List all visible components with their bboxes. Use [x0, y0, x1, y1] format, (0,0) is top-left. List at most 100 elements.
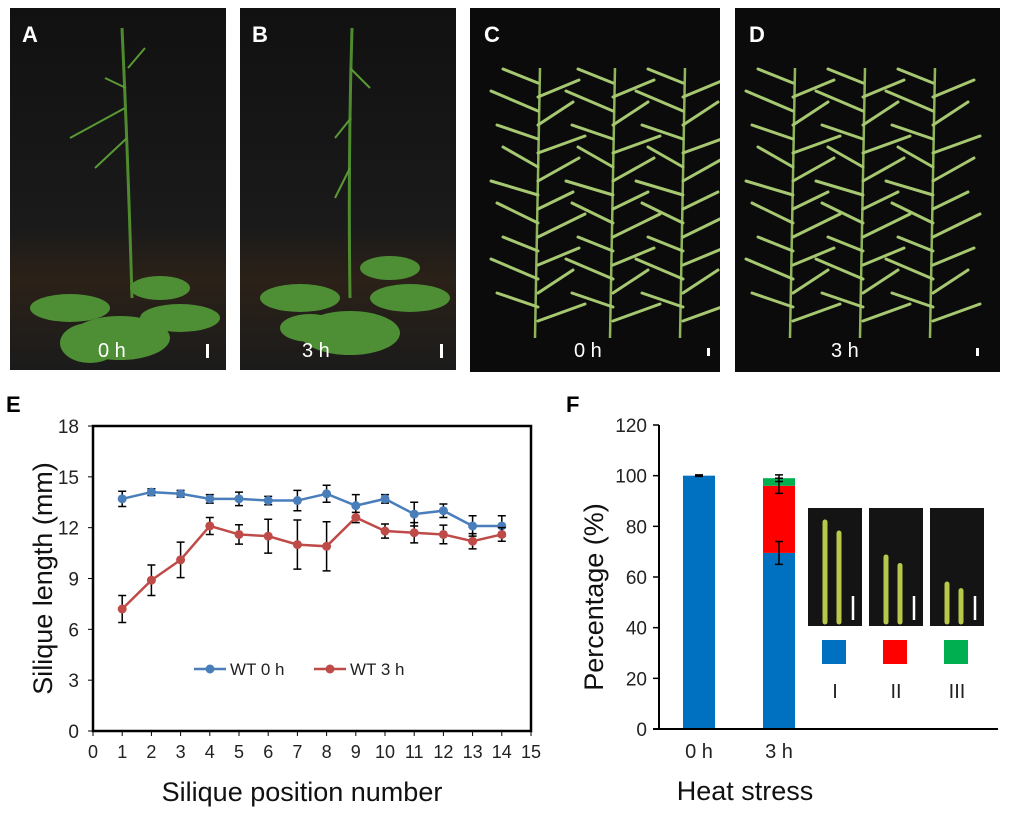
silique — [931, 100, 970, 127]
data-point — [351, 501, 361, 511]
silique — [791, 156, 836, 183]
silique — [890, 201, 935, 225]
silique — [681, 80, 720, 99]
photo-panel-a: A 0 h — [10, 8, 226, 370]
silique — [501, 145, 540, 169]
silique — [681, 306, 720, 323]
silique — [861, 78, 906, 99]
silique — [564, 89, 615, 113]
silique — [820, 123, 865, 141]
silique — [931, 268, 970, 295]
stem — [533, 67, 542, 339]
silique — [536, 100, 575, 127]
data-point — [263, 531, 273, 541]
silique — [634, 89, 685, 113]
inflorescence-illustration — [489, 67, 720, 339]
legend-label: WT 0 h — [230, 660, 284, 679]
silique — [611, 246, 656, 267]
panel-letter: A — [22, 22, 38, 47]
time-label: 3 h — [831, 340, 859, 362]
silique — [931, 134, 982, 155]
y-tick-label: 120 — [615, 416, 647, 437]
silique — [501, 67, 540, 85]
y-tick-label: 12 — [58, 519, 79, 540]
panel-letter: C — [484, 22, 500, 47]
x-tick-label: 0 h — [685, 741, 713, 763]
data-point — [205, 521, 215, 531]
silique — [536, 268, 575, 295]
silique — [861, 246, 906, 267]
silique — [681, 100, 720, 127]
silique — [890, 123, 935, 141]
silique — [791, 190, 830, 211]
data-point — [146, 487, 156, 497]
series-line-1 — [121, 516, 503, 610]
x-tick-label: 3 — [176, 742, 186, 762]
silique — [861, 302, 912, 323]
data-point — [292, 496, 302, 506]
silique — [744, 257, 795, 281]
data-point — [292, 540, 302, 550]
data-point — [380, 494, 390, 504]
silique — [570, 291, 615, 309]
error-bar — [695, 474, 703, 478]
silique — [750, 123, 795, 141]
silique — [884, 179, 935, 197]
silique — [536, 134, 587, 155]
x-tick-label: 1 — [117, 742, 127, 762]
silique — [861, 100, 900, 127]
y-tick-label: 20 — [626, 669, 647, 690]
silique — [896, 145, 935, 169]
silique — [791, 268, 830, 295]
silique — [884, 89, 935, 113]
scale-bar — [440, 344, 443, 358]
silique — [681, 190, 720, 211]
silique — [501, 235, 540, 253]
silique — [791, 100, 830, 127]
silique — [611, 134, 662, 155]
y-axis-label: Percentage (%) — [579, 503, 609, 691]
silique — [756, 67, 795, 85]
x-tick-label: 12 — [433, 742, 453, 762]
data-point — [234, 529, 244, 539]
x-axis-label: Heat stress — [677, 776, 814, 806]
x-tick-label: 11 — [405, 742, 424, 762]
silique — [791, 302, 842, 323]
scale-bar — [707, 348, 710, 356]
x-axis-label: Silique position number — [162, 777, 443, 807]
silique — [861, 212, 912, 239]
legend-label: II — [890, 681, 901, 703]
data-point — [176, 555, 186, 565]
silique — [896, 235, 935, 253]
legend-marker — [325, 664, 335, 674]
silique — [861, 190, 900, 211]
legend-label: III — [949, 681, 966, 703]
x-tick-label: 0 — [88, 742, 98, 762]
time-label: 3 h — [302, 340, 330, 362]
silique — [570, 201, 615, 225]
data-point — [117, 494, 127, 504]
silique — [495, 291, 540, 309]
silique — [646, 235, 685, 253]
silique — [890, 291, 935, 309]
silique — [896, 67, 935, 85]
legend-swatch — [822, 640, 846, 664]
error-bar — [775, 540, 783, 566]
y-tick-label: 80 — [626, 517, 647, 538]
panel-letter: B — [252, 22, 268, 47]
plant-illustration — [260, 27, 450, 355]
silique — [564, 179, 615, 197]
silique — [489, 257, 540, 281]
data-point — [497, 529, 507, 539]
silique — [681, 217, 720, 239]
silique — [814, 179, 865, 197]
legend-label: I — [832, 681, 838, 703]
time-label: 0 h — [574, 340, 602, 362]
silique — [536, 246, 581, 267]
silique — [576, 67, 615, 85]
scale-bar — [976, 348, 979, 356]
silique — [861, 134, 912, 155]
legend-swatch — [883, 640, 907, 664]
silique — [791, 134, 842, 155]
